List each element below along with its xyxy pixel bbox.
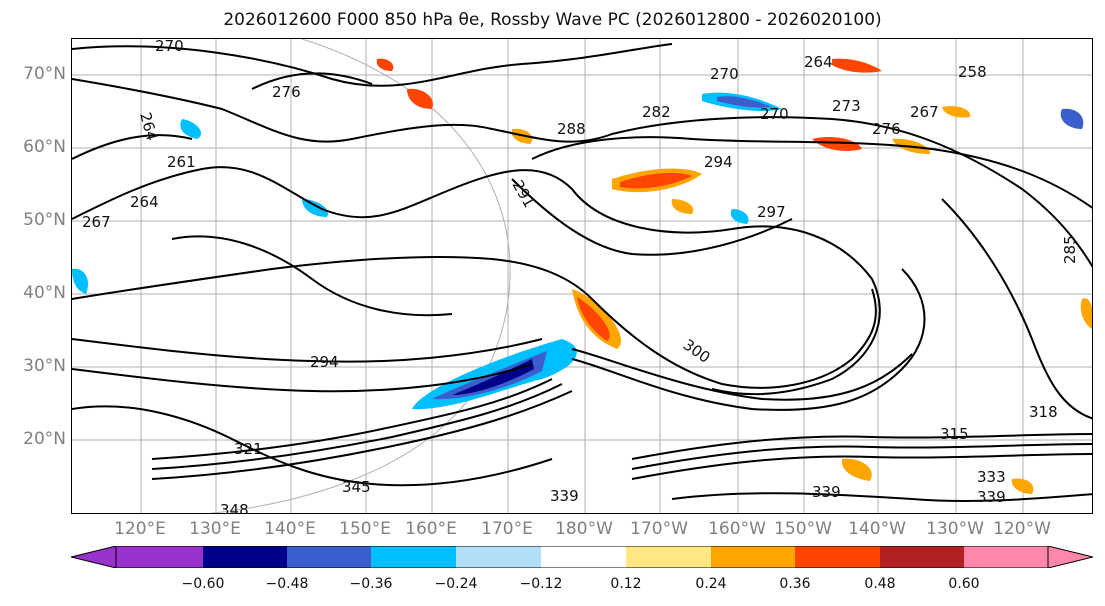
colorbar-tick-060: 0.60 bbox=[948, 576, 980, 592]
lon-label-120e: 120°E bbox=[114, 519, 166, 539]
lon-label-150e: 150°E bbox=[339, 519, 391, 539]
lat-label-30n: 30°N bbox=[23, 356, 66, 376]
theta-e-contours bbox=[72, 43, 1092, 503]
lon-label-160w: 160°W bbox=[708, 519, 766, 539]
contour-label-297: 297 bbox=[757, 203, 786, 221]
contour-label-294-n: 294 bbox=[704, 153, 733, 171]
lat-label-20n: 20°N bbox=[23, 429, 66, 449]
colorbar-segment-5 bbox=[456, 546, 541, 568]
contour-label-264-ne: 264 bbox=[804, 53, 833, 71]
contour-label-267-ne: 267 bbox=[910, 103, 939, 121]
colorbar-segment-10 bbox=[880, 546, 964, 568]
lon-label-170e: 170°E bbox=[481, 519, 533, 539]
colorbar-segment-2 bbox=[203, 546, 287, 568]
contour-label-345: 345 bbox=[342, 478, 371, 496]
contour-label-273: 273 bbox=[832, 97, 861, 115]
colorbar-tick-036: 0.36 bbox=[779, 576, 811, 592]
lat-label-50n: 50°N bbox=[23, 210, 66, 230]
colorbar-segment-4 bbox=[371, 546, 456, 568]
contour-label-270-nw: 270 bbox=[155, 39, 184, 55]
contour-label-276-ne: 276 bbox=[872, 120, 901, 138]
colorbar-segment-7 bbox=[626, 546, 711, 568]
contour-label-267-w: 267 bbox=[82, 213, 111, 231]
contour-label-339-e: 339 bbox=[812, 483, 841, 501]
colorbar-tick-neg012: −0.12 bbox=[519, 576, 563, 592]
colorbar-tick-024: 0.24 bbox=[695, 576, 727, 592]
contour-label-270-mid: 270 bbox=[760, 105, 789, 123]
contour-label-258: 258 bbox=[958, 63, 987, 81]
lon-label-130w: 130°W bbox=[926, 519, 984, 539]
graticule bbox=[72, 39, 1092, 513]
contour-label-333: 333 bbox=[977, 468, 1006, 486]
contour-labels: 270 264 276 267 261 264 267 291 288 282 … bbox=[82, 39, 1079, 514]
figure-title: 2026012600 F000 850 hPa θe, Rossby Wave … bbox=[223, 10, 882, 30]
colorbar-segment-9 bbox=[795, 546, 880, 568]
contour-label-276: 276 bbox=[272, 83, 301, 101]
colorbar-segment-8 bbox=[711, 546, 795, 568]
contour-label-300: 300 bbox=[680, 336, 714, 367]
contour-label-294: 294 bbox=[310, 353, 339, 371]
contour-label-288: 288 bbox=[557, 120, 586, 138]
lon-label-130e: 130°E bbox=[189, 519, 241, 539]
colorbar-tick-neg048: −0.48 bbox=[265, 576, 309, 592]
lat-label-70n: 70°N bbox=[23, 64, 66, 84]
contour-label-270-n: 270 bbox=[710, 65, 739, 83]
colorbar-segment-6 bbox=[541, 546, 626, 568]
colorbar-extend-low bbox=[71, 546, 117, 568]
lon-label-140e: 140°E bbox=[264, 519, 316, 539]
contour-label-261: 261 bbox=[167, 153, 196, 171]
contour-label-321: 321 bbox=[234, 440, 263, 458]
lon-label-140w: 140°W bbox=[848, 519, 906, 539]
colorbar bbox=[71, 546, 1093, 568]
colorbar-extend-high bbox=[1047, 546, 1093, 568]
colorbar-tick-neg036: −0.36 bbox=[349, 576, 393, 592]
contour-label-348: 348 bbox=[220, 501, 249, 514]
contour-label-315: 315 bbox=[940, 425, 969, 443]
contour-label-282: 282 bbox=[642, 103, 671, 121]
lon-label-180w: 180°W bbox=[555, 519, 613, 539]
map-panel: 270 264 276 267 261 264 267 291 288 282 … bbox=[71, 38, 1093, 514]
colorbar-segment-3 bbox=[287, 546, 371, 568]
contour-label-291: 291 bbox=[509, 177, 539, 211]
lon-label-150w: 150°W bbox=[774, 519, 832, 539]
contour-label-285: 285 bbox=[1061, 235, 1079, 264]
lat-label-60n: 60°N bbox=[23, 137, 66, 157]
contour-label-318: 318 bbox=[1029, 403, 1058, 421]
lon-label-160e: 160°E bbox=[405, 519, 457, 539]
lon-label-170w: 170°W bbox=[630, 519, 688, 539]
colorbar-tick-neg060: −0.60 bbox=[181, 576, 225, 592]
colorbar-tick-neg024: −0.24 bbox=[434, 576, 478, 592]
map-svg: 270 264 276 267 261 264 267 291 288 282 … bbox=[72, 39, 1092, 514]
contour-label-264-w: 264 bbox=[136, 110, 161, 142]
lat-label-40n: 40°N bbox=[23, 283, 66, 303]
contour-label-264-sw: 264 bbox=[130, 193, 159, 211]
contour-label-339-ne: 339 bbox=[977, 488, 1006, 506]
colorbar-segment-1 bbox=[116, 546, 203, 568]
contour-label-339: 339 bbox=[550, 487, 579, 505]
lon-label-120w: 120°W bbox=[993, 519, 1051, 539]
colorbar-tick-048: 0.48 bbox=[864, 576, 896, 592]
colorbar-tick-012: 0.12 bbox=[610, 576, 642, 592]
colorbar-segment-11 bbox=[964, 546, 1048, 568]
